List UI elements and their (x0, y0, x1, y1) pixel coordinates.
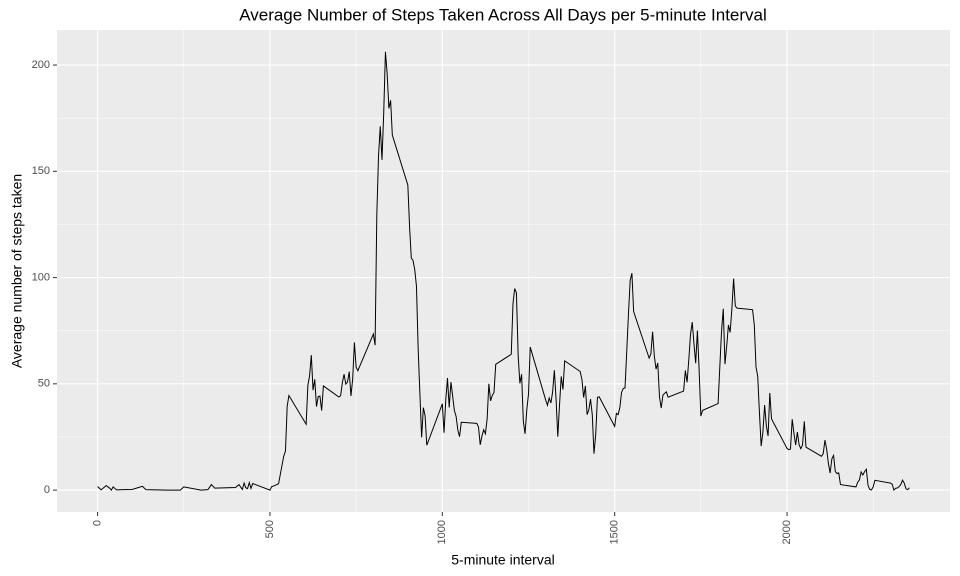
plot-panel (57, 30, 950, 512)
x-tick-label: 500 (264, 520, 276, 538)
y-tick-label: 150 (32, 165, 50, 177)
y-axis-title: Average number of steps taken (9, 174, 25, 368)
chart-title: Average Number of Steps Taken Across All… (239, 5, 767, 24)
x-tick-label: 1000 (436, 520, 448, 544)
y-tick-label: 0 (44, 484, 50, 496)
y-tick-label: 200 (32, 59, 50, 71)
x-tick-label: 0 (91, 520, 103, 526)
x-tick-label: 2000 (781, 520, 793, 544)
y-tick-label: 100 (32, 271, 50, 283)
y-tick-label: 50 (38, 378, 50, 390)
x-tick-label: 1500 (609, 520, 621, 544)
data-line (97, 51, 910, 492)
x-axis-title: 5-minute interval (451, 552, 555, 568)
